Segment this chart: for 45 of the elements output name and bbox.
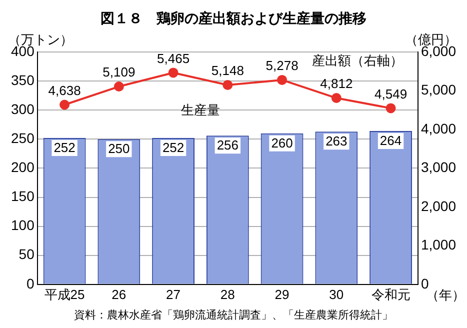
- y-tick-label: 150: [11, 188, 35, 204]
- data-label: 263: [326, 134, 348, 149]
- point: [331, 93, 342, 104]
- data-label: 4,549: [374, 86, 408, 102]
- data-label: 5,109: [102, 64, 136, 80]
- x-tick-label: 26: [112, 286, 126, 302]
- point: [114, 82, 124, 92]
- data-label: 256: [216, 138, 239, 153]
- data-label: 4,812: [320, 76, 353, 92]
- data-label: 252: [162, 140, 184, 156]
- y2-tick-label: 4,000: [420, 120, 456, 136]
- data-label: 5,465: [157, 50, 190, 66]
- data-label: 260: [271, 135, 293, 150]
- point: [222, 80, 233, 90]
- data-label: 5,278: [266, 58, 298, 74]
- x-tick-label: 27: [166, 286, 181, 302]
- data-label: 264: [380, 133, 402, 148]
- series-label: 産出額（右軸）: [312, 53, 404, 68]
- x-tick-label: 令和元: [371, 286, 410, 302]
- text: 資料：農林水産省「鶏卵流通統計調査」、「生産農業所得統計」: [74, 308, 393, 322]
- data-label: 4,638: [48, 82, 81, 98]
- point: [386, 103, 396, 114]
- y-tick-label: 250: [11, 130, 35, 146]
- y2-tick-label: 1,000: [420, 236, 456, 253]
- data-label: 252: [54, 140, 76, 156]
- data-label: 250: [108, 141, 130, 156]
- y-tick-label: 300: [11, 100, 35, 117]
- y-tick-label: 0: [26, 275, 35, 292]
- point: [168, 68, 178, 78]
- x-tick-label: 30: [329, 286, 344, 302]
- data-label: 5,148: [211, 63, 244, 78]
- y2-tick-label: 3,000: [420, 159, 456, 176]
- y-tick-label: 200: [11, 159, 35, 176]
- y2-tick-label: 2,000: [420, 198, 456, 214]
- chart-title: 図１８ 鶏卵の産出額および生産量の推移: [100, 10, 366, 26]
- y-tick-label: 100: [11, 217, 35, 234]
- x-tick-label: 29: [274, 286, 290, 302]
- series-label: 生産量: [180, 102, 220, 118]
- point: [60, 100, 70, 110]
- point: [277, 74, 288, 85]
- x-tick-label: 28: [220, 286, 235, 302]
- y2-tick-label: 5,000: [420, 82, 456, 98]
- x-tick-label: 平成25: [44, 286, 85, 302]
- y-tick-label: 50: [18, 246, 35, 262]
- y-tick-label: 350: [11, 72, 35, 88]
